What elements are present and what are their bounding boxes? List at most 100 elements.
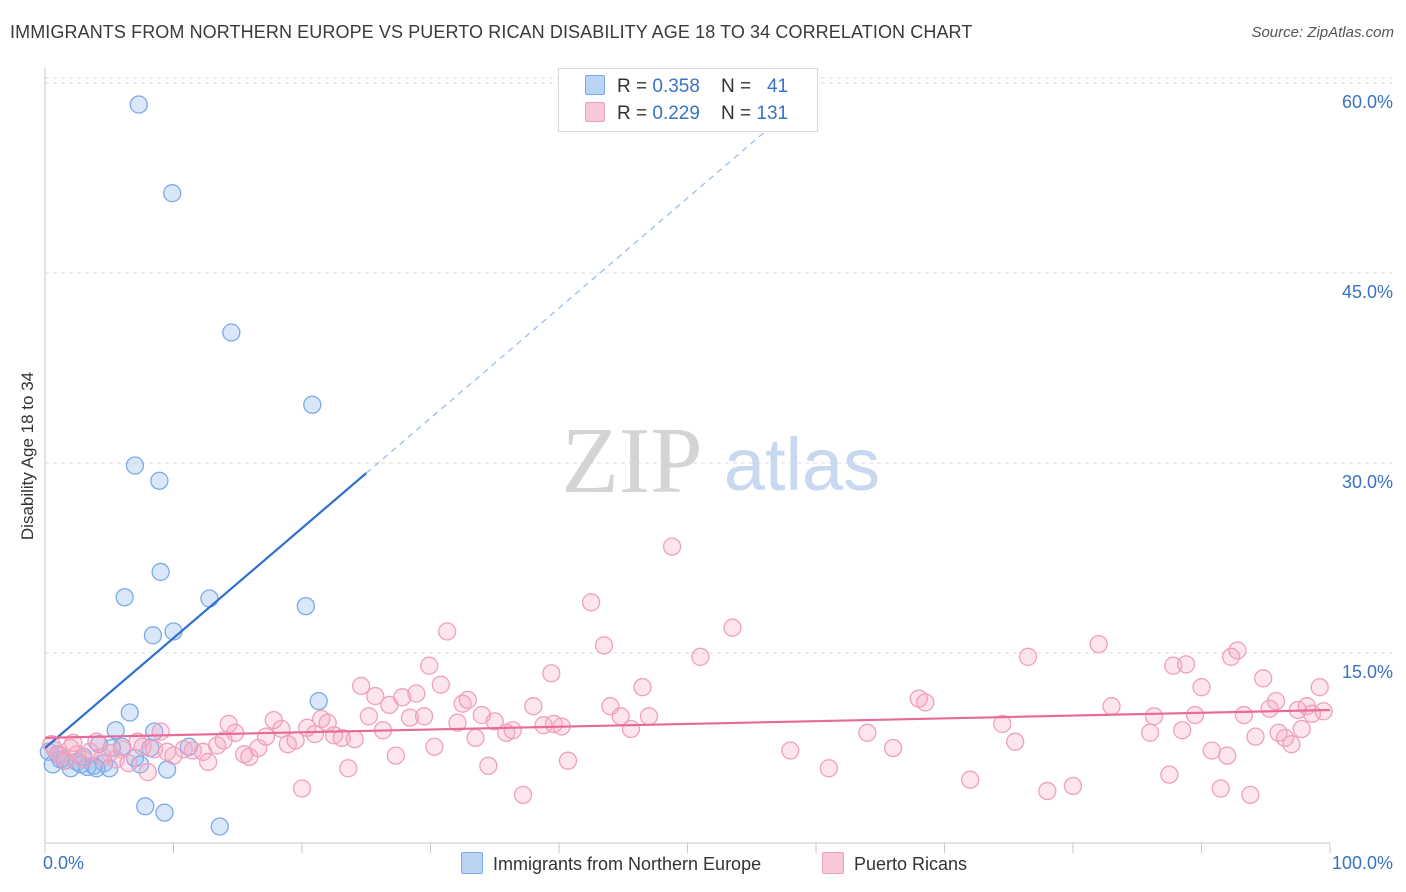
point-puerto-rican xyxy=(621,719,641,739)
legend-row-puerto-ricans: R = 0.229 N = 131 xyxy=(585,102,788,126)
point-puerto-rican xyxy=(164,746,183,765)
point-puerto-rican xyxy=(633,678,652,697)
point-puerto-rican xyxy=(1176,655,1196,674)
point-puerto-rican xyxy=(448,713,467,732)
series-name: Immigrants from Northern Europe xyxy=(493,854,762,874)
point-puerto-rican xyxy=(723,618,742,637)
point-puerto-rican xyxy=(639,707,659,726)
legend-r-label: R = xyxy=(617,103,653,124)
point-puerto-rican xyxy=(594,636,614,655)
watermark-atlas: atlas xyxy=(724,423,880,506)
legend-swatch-blue xyxy=(585,75,605,95)
point-puerto-rican xyxy=(272,719,291,739)
point-puerto-rican xyxy=(199,752,218,772)
point-puerto-rican xyxy=(1192,678,1211,697)
point-puerto-rican xyxy=(292,779,312,798)
point-puerto-rican xyxy=(400,708,420,727)
point-puerto-rican xyxy=(1218,746,1237,765)
source-label: Source: ZipAtlas.com xyxy=(1251,24,1394,41)
point-puerto-rican xyxy=(1185,705,1205,725)
point-puerto-rican xyxy=(1246,727,1265,746)
point-puerto-rican xyxy=(351,676,371,696)
watermark-zip: ZIP xyxy=(562,409,703,513)
point-puerto-rican xyxy=(345,729,364,749)
point-puerto-rican xyxy=(366,686,385,706)
chart-title: IMMIGRANTS FROM NORTHERN EUROPE VS PUERT… xyxy=(10,22,973,42)
point-puerto-rican xyxy=(425,737,444,756)
point-puerto-rican xyxy=(1211,779,1230,798)
point-puerto-rican xyxy=(1089,634,1108,654)
legend-n-value: 41 xyxy=(766,76,789,97)
point-puerto-rican xyxy=(386,746,405,765)
point-puerto-rican xyxy=(1102,697,1121,716)
point-northern-europe xyxy=(200,589,219,608)
point-puerto-rican xyxy=(1234,705,1254,725)
y-tick-label: 45.0% xyxy=(1342,282,1393,302)
point-puerto-rican xyxy=(1173,721,1192,740)
y-tick-label: 15.0% xyxy=(1342,662,1393,682)
point-puerto-rican xyxy=(1241,785,1260,805)
point-puerto-rican xyxy=(1038,781,1057,801)
series-name: Puerto Ricans xyxy=(854,854,968,874)
point-puerto-rican xyxy=(1254,669,1273,688)
point-northern-europe xyxy=(129,95,148,114)
point-puerto-rican xyxy=(662,537,682,556)
point-northern-europe xyxy=(87,759,106,778)
point-puerto-rican xyxy=(466,728,485,748)
point-northern-europe xyxy=(125,456,145,475)
legend-n-value: 131 xyxy=(756,103,789,124)
point-puerto-rican xyxy=(883,738,903,758)
point-northern-europe xyxy=(163,184,182,203)
watermark: ZIP atlas xyxy=(562,409,881,513)
point-northern-europe xyxy=(222,323,241,342)
point-northern-europe xyxy=(150,471,169,490)
point-puerto-rican xyxy=(431,675,450,694)
point-puerto-rican xyxy=(513,785,533,805)
point-puerto-rican xyxy=(1144,707,1164,726)
trend-line-northern-europe xyxy=(44,472,367,749)
point-puerto-rican xyxy=(503,721,522,740)
legend-n-label: N = xyxy=(721,103,757,124)
point-northern-europe xyxy=(115,588,134,607)
point-puerto-rican xyxy=(781,741,800,760)
point-puerto-rican xyxy=(1310,678,1329,697)
point-puerto-rican xyxy=(993,714,1012,734)
point-northern-europe xyxy=(143,626,163,645)
point-puerto-rican xyxy=(819,759,838,778)
series-swatch-pink xyxy=(822,852,844,874)
point-puerto-rican xyxy=(420,656,439,675)
axes xyxy=(44,68,1331,853)
x-tick-label-min: 0.0% xyxy=(43,853,84,873)
point-puerto-rican xyxy=(558,751,578,770)
legend-r-value: 0.358 xyxy=(652,76,700,97)
point-puerto-rican xyxy=(1006,732,1025,751)
legend-r-value: 0.229 xyxy=(652,103,700,124)
point-northern-europe xyxy=(309,691,328,711)
point-puerto-rican xyxy=(691,647,710,666)
trend-line-puerto-ricans xyxy=(44,708,1331,739)
y-tick-label: 30.0% xyxy=(1342,472,1393,492)
point-puerto-rican xyxy=(438,622,457,641)
point-puerto-rican xyxy=(1160,765,1179,784)
stats-legend: R = 0.358 N = 41 R = 0.229 N = 131 xyxy=(558,68,818,132)
point-puerto-rican xyxy=(524,697,543,716)
point-puerto-rican xyxy=(485,712,504,731)
x-tick-label-max: 100.0% xyxy=(1332,853,1393,873)
point-puerto-rican xyxy=(1266,691,1286,711)
point-puerto-rican xyxy=(542,664,561,683)
point-puerto-rican xyxy=(1018,647,1038,666)
legend-r-label: R = xyxy=(617,76,653,97)
data-points xyxy=(39,95,1333,836)
point-northern-europe xyxy=(210,817,229,836)
point-northern-europe xyxy=(106,721,125,740)
point-northern-europe xyxy=(296,596,316,616)
series-swatch-blue xyxy=(461,852,483,874)
point-puerto-rican xyxy=(151,722,170,741)
point-puerto-rican xyxy=(1140,723,1160,742)
point-puerto-rican xyxy=(128,732,147,751)
point-northern-europe xyxy=(120,703,139,722)
point-northern-europe xyxy=(151,562,170,582)
point-puerto-rican xyxy=(1282,735,1301,754)
point-puerto-rican xyxy=(961,770,980,789)
point-puerto-rican xyxy=(138,762,157,782)
